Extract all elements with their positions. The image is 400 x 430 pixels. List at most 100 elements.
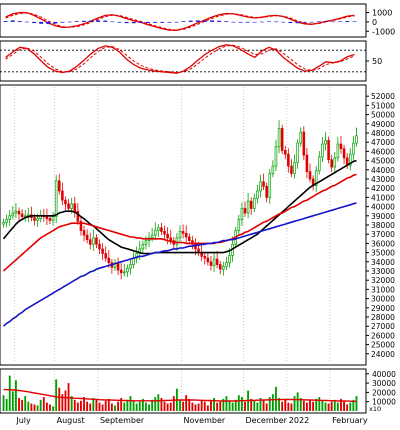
candle-body (277, 128, 281, 148)
volume-bar (73, 399, 76, 411)
candle-body (79, 220, 83, 231)
candle-body (184, 232, 188, 238)
month-label: February (332, 416, 368, 425)
candle-body (88, 239, 92, 245)
volume-bar (179, 399, 181, 411)
volume-bar (296, 392, 299, 411)
candle-body (175, 237, 179, 245)
candle-body (280, 128, 284, 151)
volume-panel (0, 368, 367, 414)
price-tick-label: 30000 (371, 295, 395, 304)
price-tick-label: 41000 (371, 193, 395, 202)
candle-body (116, 263, 120, 271)
candle-body (5, 219, 8, 223)
candle-body (92, 237, 95, 245)
candle-body (271, 165, 275, 174)
volume-bar (83, 397, 85, 411)
volume-bar (135, 403, 138, 411)
macd-histogram-bar (217, 20, 222, 22)
volume-bar (321, 400, 324, 411)
volume-bar (36, 405, 39, 411)
candle-body (48, 218, 52, 221)
volume-bar (352, 399, 355, 411)
candle-body (243, 208, 247, 214)
volume-bar (58, 387, 61, 411)
volume-bar (250, 398, 253, 411)
volume-tick-label: 40000 (372, 370, 396, 379)
price-tick-label: 33000 (371, 267, 395, 276)
candle-body (237, 219, 241, 231)
price-tick-label: 26000 (371, 331, 395, 340)
macd-histogram-bar (245, 21, 250, 23)
candle-body (246, 200, 250, 214)
macd-histogram-bar (345, 20, 350, 22)
macd-histogram-bar (74, 21, 79, 22)
candle-body (327, 140, 330, 161)
volume-bar (287, 402, 290, 411)
candle-body (169, 237, 172, 241)
volume-bar (237, 395, 240, 411)
macd-histogram-bar (238, 21, 243, 23)
volume-bar (169, 402, 172, 411)
candle-body (188, 236, 191, 241)
volume-bar (219, 401, 222, 411)
candle-body (101, 248, 104, 254)
volume-bar (355, 396, 358, 411)
volume-bar (98, 402, 101, 411)
candle-body (253, 197, 256, 209)
volume-bar (315, 398, 318, 411)
candle-body (194, 243, 197, 250)
candle-body (265, 186, 268, 198)
candle-body (209, 261, 213, 266)
volume-bar (117, 401, 120, 411)
price-tick-label: 48000 (371, 129, 395, 138)
macd-histogram-bar (81, 20, 86, 22)
volume-bar (154, 397, 157, 411)
volume-bar (340, 398, 342, 411)
volume-bar (166, 403, 169, 411)
price-tick-label: 43000 (371, 175, 395, 184)
price-tick-label: 38000 (371, 221, 395, 230)
month-label: November (184, 416, 226, 425)
volume-bar (80, 400, 82, 411)
macd-histogram-bar (3, 20, 8, 22)
volume-bar (281, 401, 284, 411)
volume-bar (284, 399, 287, 411)
volume-bar (210, 399, 212, 411)
volume-bar (256, 402, 259, 411)
candle-body (302, 131, 306, 156)
candle-body (339, 143, 343, 149)
candle-body (268, 173, 272, 198)
macd-histogram-bar (32, 21, 36, 24)
candle-body (76, 210, 80, 222)
macd-histogram-bar (60, 21, 65, 23)
price-tick-label: 47000 (371, 138, 395, 147)
macd-histogram-bar (17, 20, 22, 22)
price-tick-label: 49000 (371, 120, 395, 129)
macd-histogram-bar (252, 21, 257, 23)
volume-bar (39, 399, 42, 411)
volume-bar (138, 401, 141, 411)
candle-body (126, 267, 129, 273)
volume-bar (225, 396, 228, 411)
volume-bar (76, 402, 79, 411)
volume-bar (333, 399, 336, 411)
candle-body (259, 181, 262, 192)
candle-body (296, 142, 299, 163)
candle-body (14, 210, 18, 214)
candle-body (228, 255, 231, 264)
volume-bar (141, 398, 144, 411)
volume-bar (290, 403, 293, 411)
macd-histogram-bar (195, 20, 200, 22)
volume-bar (312, 401, 315, 411)
macd-histogram-bar (146, 21, 150, 24)
macd-histogram-bar (210, 20, 214, 22)
macd-histogram-bar (131, 21, 136, 24)
volume-bar (52, 406, 55, 411)
macd-histogram-bar (352, 21, 357, 22)
volume-bar (33, 404, 36, 411)
volume-bar (278, 397, 280, 411)
ma-line-blue (2, 202, 357, 327)
axis-layer: 10000-1000505200051000500004900048000470… (15, 9, 396, 425)
